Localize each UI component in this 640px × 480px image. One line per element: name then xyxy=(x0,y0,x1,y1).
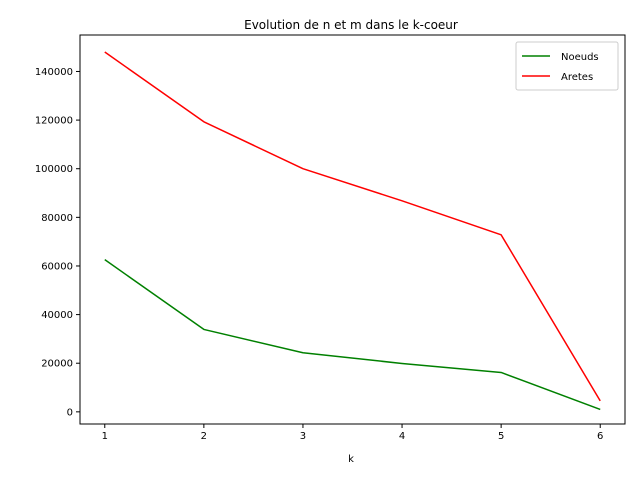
y-tick-label: 140000 xyxy=(35,67,73,78)
plot-frame xyxy=(79,34,626,425)
y-tick-label: 20000 xyxy=(41,359,73,370)
x-tick-label: 1 xyxy=(102,431,108,442)
x-tick-label: 6 xyxy=(597,431,603,442)
y-tick-label: 120000 xyxy=(35,116,73,127)
series-line-aretes xyxy=(104,51,601,402)
series-line-noeuds xyxy=(104,259,601,411)
chart-title: Evolution de n et m dans le k-coeur xyxy=(244,18,458,32)
y-tick-label: 60000 xyxy=(41,261,73,272)
series-layer xyxy=(104,51,601,411)
legend-box xyxy=(515,41,619,91)
y-tick-label: 100000 xyxy=(35,164,73,175)
legend-label-noeuds: Noeuds xyxy=(561,52,599,63)
x-tick-label: 2 xyxy=(201,431,207,442)
legend-label-aretes: Aretes xyxy=(561,72,593,83)
y-tick-label: 0 xyxy=(67,407,73,418)
x-axis-ticks: 1 2 3 4 5 6 xyxy=(102,424,603,442)
legend: Noeuds Aretes xyxy=(515,41,619,91)
y-axis-ticks: 0 20000 40000 60000 80000 100000 120000 140000 xyxy=(35,67,80,418)
y-tick-label: 40000 xyxy=(41,310,73,321)
x-tick-label: 4 xyxy=(399,431,405,442)
y-tick-label: 80000 xyxy=(41,213,73,224)
x-tick-label: 3 xyxy=(300,431,306,442)
x-tick-label: 5 xyxy=(498,431,504,442)
legend-items: Noeuds Aretes xyxy=(522,52,599,83)
x-axis-label: k xyxy=(348,454,354,465)
